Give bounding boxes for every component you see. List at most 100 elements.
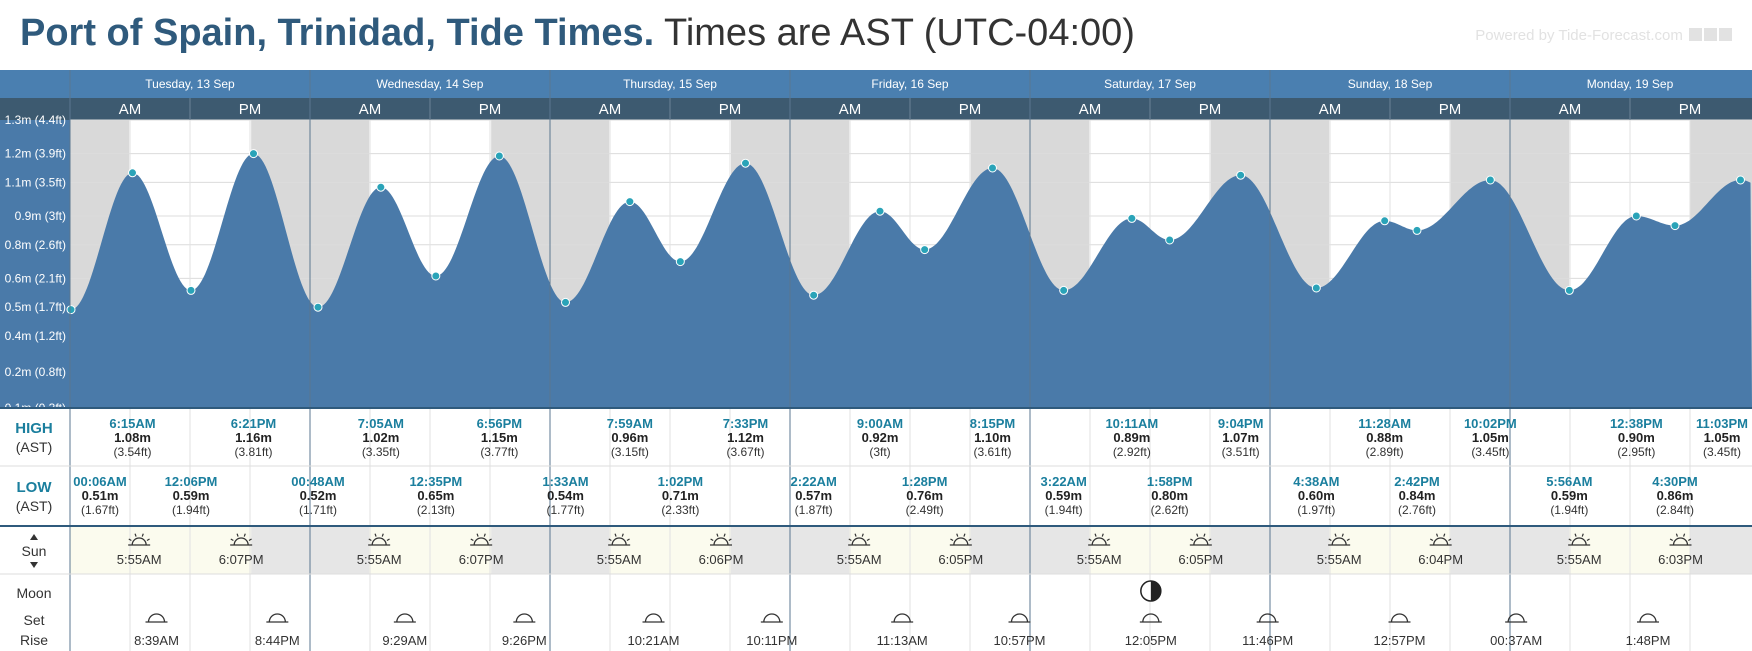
low-tide-time: 4:30PM: [1652, 474, 1698, 489]
sunset-icon-ray: [483, 533, 486, 537]
high-tide-point[interactable]: [128, 168, 137, 178]
moonrise-time: 9:26PM: [502, 633, 547, 648]
low-tide-time: 12:06PM: [165, 474, 218, 489]
title-place: Port of Spain, Trinidad, Tide Times.: [20, 12, 655, 54]
sunrise-icon-ray: [381, 533, 384, 537]
high-tide-height-ft: (3.61ft): [973, 445, 1011, 459]
moonset-time: 11:13AM: [877, 633, 928, 648]
high-tide-height: 0.89m: [1113, 430, 1150, 445]
low-tide-point[interactable]: [675, 257, 685, 267]
sunrise-icon-ray: [1106, 538, 1110, 542]
high-tide-point[interactable]: [1380, 216, 1390, 226]
sunset-icon-ray: [1669, 538, 1674, 542]
high-tide-height: 1.12m: [727, 430, 764, 445]
high-tide-point[interactable]: [1236, 170, 1246, 180]
moonset-icon: [1390, 613, 1409, 623]
low-tide-height: 0.80m: [1151, 488, 1188, 503]
high-tide-height-ft: (3.81ft): [234, 445, 272, 459]
low-tide-point[interactable]: [561, 297, 570, 307]
low-tide-time: 1:33AM: [542, 474, 588, 489]
low-tide-time: 00:06AM: [73, 474, 126, 489]
sunset-icon: [233, 537, 249, 546]
sunset-icon-ray: [1448, 538, 1452, 542]
low-tide-point[interactable]: [186, 285, 196, 295]
low-tide-point[interactable]: [809, 290, 819, 300]
low-tide-height-ft: (1.67ft): [81, 503, 119, 517]
low-tide-time: 4:38AM: [1293, 474, 1339, 489]
high-tide-point[interactable]: [1485, 175, 1495, 185]
high-tide-height: 0.96m: [611, 430, 648, 445]
high-row-title: HIGH: [15, 420, 53, 437]
low-tide-point[interactable]: [313, 302, 323, 312]
low-tide-height-ft: (2.33ft): [661, 503, 699, 517]
low-row-subtitle: (AST): [16, 498, 53, 514]
low-tide-point[interactable]: [1564, 285, 1574, 295]
sunrise-icon-ray: [146, 538, 150, 542]
low-tide-point[interactable]: [920, 245, 930, 255]
sunrise-icon: [1331, 537, 1347, 546]
y-tick-label: 0.2m (0.8ft): [5, 365, 66, 379]
high-tide-point[interactable]: [376, 182, 386, 192]
high-tide-point[interactable]: [988, 163, 997, 173]
moonset-time: 8:39AM: [134, 633, 179, 648]
y-tick-label: 0.4m (1.2ft): [5, 329, 66, 343]
moonrise-icon: [763, 613, 781, 623]
high-tide-point[interactable]: [494, 151, 504, 161]
high-tide-time: 7:59AM: [607, 416, 653, 431]
sunset-icon: [1672, 537, 1689, 546]
moonrise-time: 11:46PM: [1242, 633, 1293, 648]
low-tide-point[interactable]: [66, 305, 76, 315]
powered-by[interactable]: Powered by Tide-Forecast.com: [1475, 27, 1732, 44]
sunrise-icon: [611, 537, 627, 546]
sunrise-icon: [1571, 537, 1587, 546]
low-tide-point[interactable]: [1412, 225, 1422, 235]
sunrise-icon-ray: [1568, 538, 1572, 542]
sunrise-icon-ray: [141, 533, 144, 537]
low-tide-height: 0.52m: [300, 488, 337, 503]
social-icon: [1719, 28, 1732, 41]
low-tide-height-ft: (1.94ft): [1550, 503, 1588, 517]
sun-up-arrow-icon[interactable]: [30, 534, 38, 540]
high-tide-height: 0.90m: [1618, 430, 1655, 445]
high-tide-point[interactable]: [625, 197, 635, 207]
sun-down-arrow-icon[interactable]: [30, 562, 38, 568]
high-tide-time: 12:38PM: [1610, 416, 1663, 431]
sunset-icon-ray: [963, 533, 966, 537]
high-tide-time: 9:04PM: [1218, 416, 1264, 431]
low-tide-point[interactable]: [1670, 221, 1680, 231]
moon-set-label: Set: [23, 612, 44, 628]
high-tide-time: 6:21PM: [231, 416, 277, 431]
pm-label: PM: [1439, 101, 1462, 118]
low-tide-point[interactable]: [431, 271, 441, 281]
sunset-icon-ray: [243, 533, 246, 537]
high-tide-height: 1.16m: [235, 430, 272, 445]
low-tide-height: 0.54m: [547, 488, 584, 503]
high-tide-point[interactable]: [741, 158, 750, 168]
low-tide-height-ft: (1.94ft): [1045, 503, 1083, 517]
low-tide-time: 2:42PM: [1394, 474, 1440, 489]
high-tide-point[interactable]: [1631, 211, 1641, 221]
social-icon: [1689, 28, 1702, 41]
day-label: Saturday, 17 Sep: [1104, 77, 1196, 91]
sunset-icon-ray: [950, 538, 954, 542]
high-tide-height: 1.05m: [1704, 430, 1741, 445]
day-label: Wednesday, 14 Sep: [377, 77, 484, 91]
high-tide-time: 11:03PM: [1696, 416, 1748, 431]
high-tide-point[interactable]: [875, 206, 885, 216]
low-tide-time: 2:22AM: [791, 474, 837, 489]
high-tide-time: 8:15PM: [970, 416, 1016, 431]
sunset-icon-ray: [968, 538, 972, 542]
low-tide-point[interactable]: [1311, 283, 1321, 293]
high-tide-point[interactable]: [249, 149, 258, 159]
high-tide-point[interactable]: [1127, 213, 1137, 223]
low-tide-point[interactable]: [1165, 235, 1175, 245]
pm-label: PM: [719, 101, 742, 118]
y-tick-label: 1.3m (4.4ft): [5, 113, 66, 127]
high-tide-time: 10:02PM: [1464, 416, 1517, 431]
low-tide-point[interactable]: [1059, 285, 1069, 295]
moonset-icon: [1142, 613, 1160, 623]
sunset-time: 6:07PM: [219, 552, 264, 567]
page-title: Port of Spain, Trinidad, Tide Times. Tim…: [20, 12, 1135, 55]
high-tide-point[interactable]: [1736, 175, 1745, 185]
